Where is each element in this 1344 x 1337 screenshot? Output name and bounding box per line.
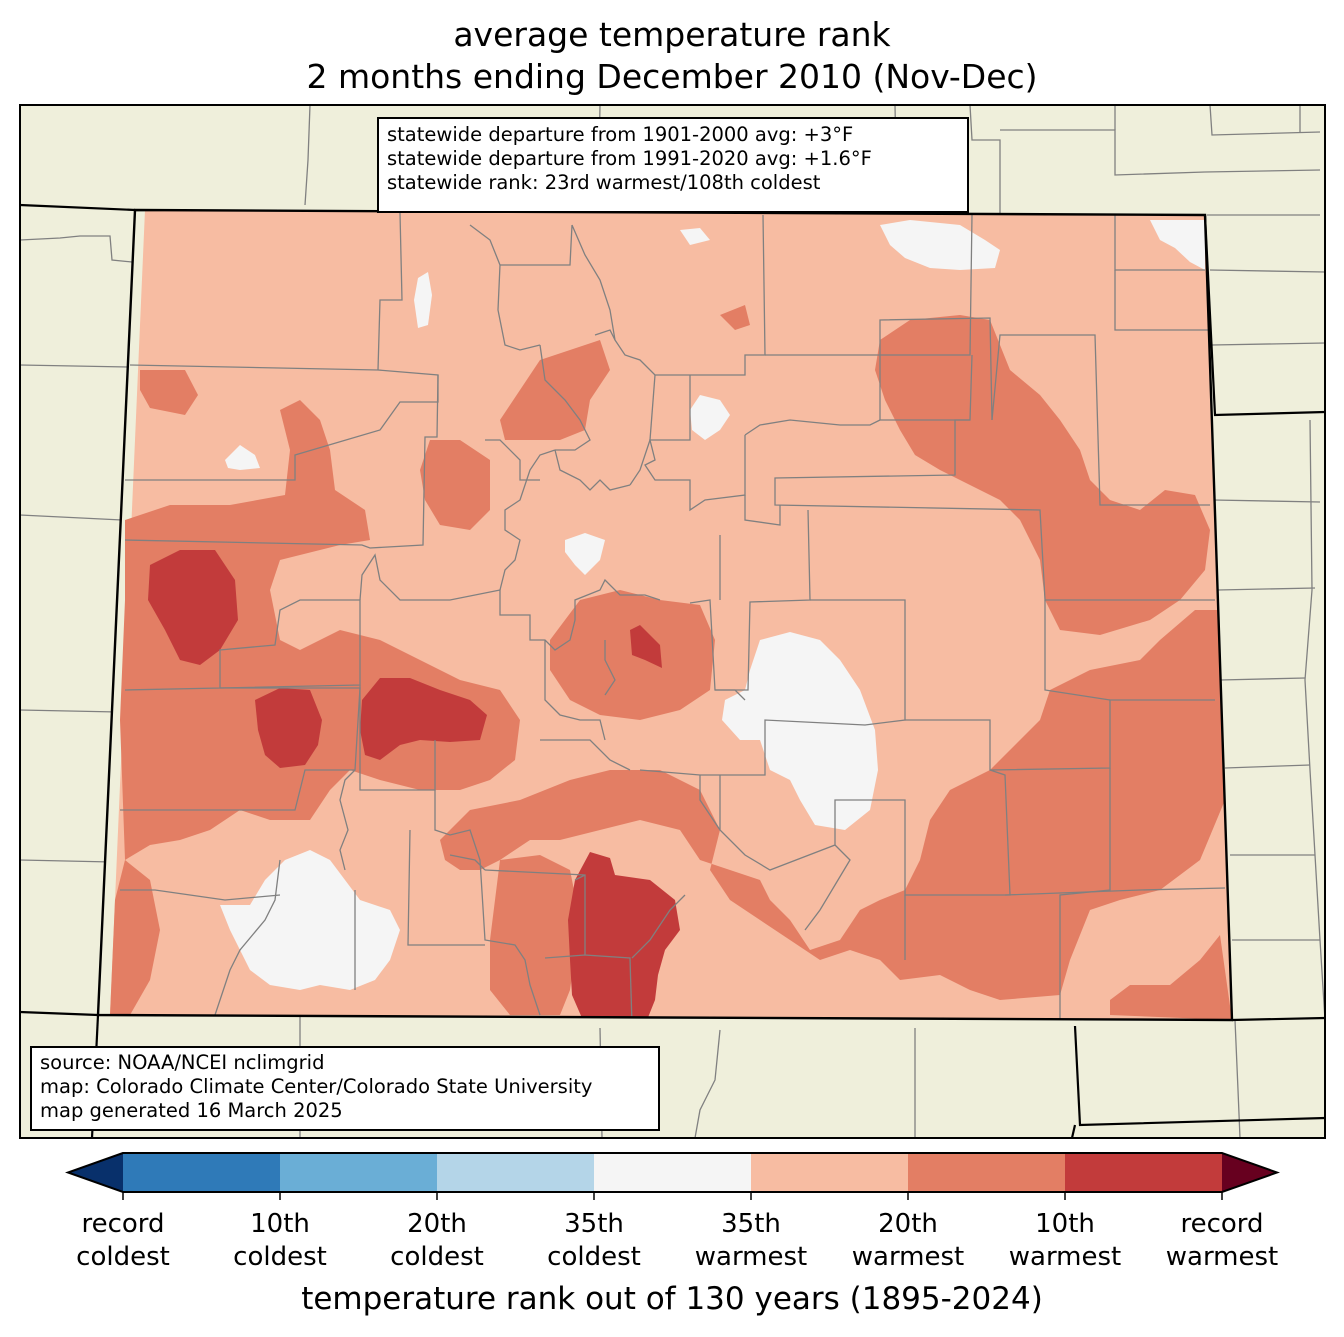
tick-label-line1: 20th [407,1209,467,1239]
map-title-line1: average temperature rank [453,15,891,54]
tick-label-line1: 10th [250,1209,310,1239]
tick-label-line2: coldest [547,1242,641,1272]
tick-label-line1: record [1180,1209,1264,1239]
tick-label-line2: warmest [851,1242,965,1272]
colorado-rank-fill [98,210,1232,1020]
colorbar-segment [908,1153,1066,1192]
statewide-stats-box: statewide departure from 1901-2000 avg: … [377,117,969,213]
tick-label-line2: warmest [1008,1242,1122,1272]
colorbar-tick-label: record warmest [1142,1208,1302,1274]
tick-label-line2: coldest [233,1242,327,1272]
source-box: source: NOAA/NCEI nclimgrid map: Colorad… [30,1046,660,1131]
colorbar-tick-label: record coldest [43,1208,203,1274]
colorbar-segment [437,1153,595,1192]
colorbar-extend-warm [1222,1153,1277,1192]
colorbar-tick-label: 35th coldest [514,1208,674,1274]
colorbar-segment [123,1153,281,1192]
tick-label-line1: record [81,1209,165,1239]
map-generated-line: map generated 16 March 2025 [40,1099,343,1122]
colorbar-segment [751,1153,909,1192]
map-credit-line: map: Colorado Climate Center/Colorado St… [40,1075,593,1098]
colorbar-title: temperature rank out of 130 years (1895-… [301,1281,1043,1317]
colorbar-tick-label: 10th warmest [985,1208,1145,1274]
colorbar-extend-cold [68,1153,123,1192]
warm-20th-regions [110,305,1232,1020]
tick-label-line1: 35th [721,1209,781,1239]
colorbar-tick-label: 20th coldest [357,1208,517,1274]
tick-label-line2: warmest [694,1242,808,1272]
tick-label-line2: coldest [76,1242,170,1272]
colorbar-segment [280,1153,438,1192]
tick-label-line2: coldest [390,1242,484,1272]
colorbar-segment [594,1153,752,1192]
map-title-line2: 2 months ending December 2010 (Nov-Dec) [306,57,1038,96]
colorbar [65,1152,1280,1200]
colorado-county-lines [120,212,1226,1020]
tick-label-line1: 35th [564,1209,624,1239]
warm-10th-regions [148,550,680,1020]
colorbar-tick-label: 35th warmest [671,1208,831,1274]
colorbar-tick-label: 20th warmest [828,1208,988,1274]
colorbar-tick-label: 10th coldest [200,1208,360,1274]
colorbar-segment [1065,1153,1223,1192]
map-frame [19,104,1326,1139]
tick-label-line1: 20th [878,1209,938,1239]
tick-label-line1: 10th [1035,1209,1095,1239]
colorado-state-outline [96,208,1234,1022]
stats-statewide-rank: statewide rank: 23rd warmest/108th colde… [387,171,821,194]
stats-departure-1991-2020: statewide departure from 1991-2020 avg: … [387,147,872,170]
stats-departure-1901-2000: statewide departure from 1901-2000 avg: … [387,123,854,146]
source-line: source: NOAA/NCEI nclimgrid [40,1051,325,1074]
tick-label-line2: warmest [1165,1242,1279,1272]
